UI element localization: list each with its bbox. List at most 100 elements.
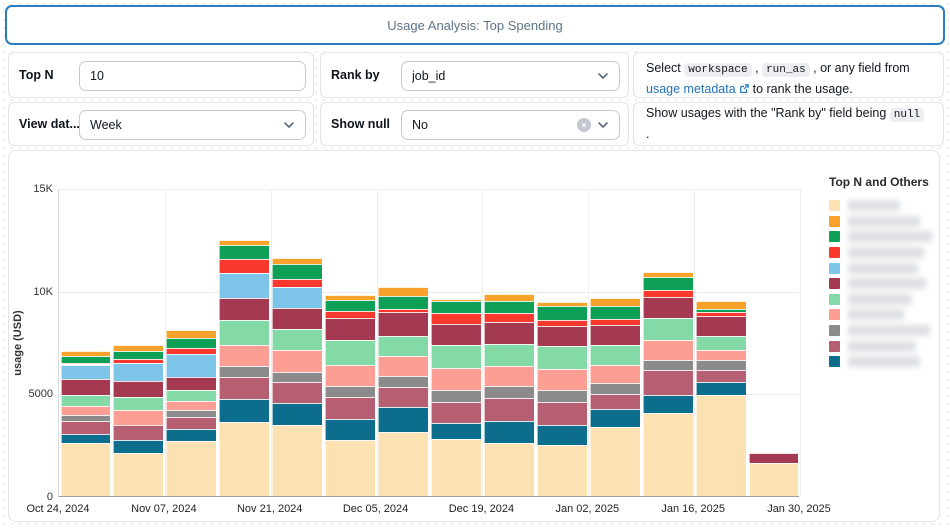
bar-segment-rose[interactable] xyxy=(60,420,111,434)
bar-segment-gray[interactable] xyxy=(60,415,111,421)
bar-segment-green[interactable] xyxy=(113,350,164,360)
bar-segment-orange[interactable] xyxy=(113,344,164,351)
bar-segment-orange[interactable] xyxy=(272,257,323,265)
bar-segment-mint[interactable] xyxy=(536,345,587,370)
bar-segment-salmon[interactable] xyxy=(483,365,534,386)
clear-icon[interactable]: × xyxy=(577,118,591,132)
bar-segment-salmon[interactable] xyxy=(378,356,428,377)
usage-metadata-link[interactable]: usage metadata xyxy=(646,82,736,96)
bar-segment-orange[interactable] xyxy=(219,240,270,245)
bar-segment-maroon[interactable] xyxy=(748,452,799,464)
bar-segment-red[interactable] xyxy=(695,312,746,316)
bar-segment-maroon[interactable] xyxy=(378,311,428,336)
bar-segment-orange[interactable] xyxy=(589,298,640,306)
bar-segment-orange[interactable] xyxy=(325,294,376,300)
bar-segment-green[interactable] xyxy=(325,299,376,311)
bar-segment-mint[interactable] xyxy=(642,317,693,340)
bar-segment-green[interactable] xyxy=(589,305,640,320)
bar-segment-salmon[interactable] xyxy=(113,409,164,426)
legend-item[interactable] xyxy=(829,338,937,354)
legend-item[interactable] xyxy=(829,354,937,370)
bar-segment-cream[interactable] xyxy=(272,424,323,496)
bar-segment-salmon[interactable] xyxy=(60,405,111,416)
view-data-select[interactable]: Week xyxy=(79,110,306,140)
bar-segment-teal[interactable] xyxy=(272,403,323,425)
bar-segment-green[interactable] xyxy=(60,355,111,364)
bar-segment-green[interactable] xyxy=(642,276,693,290)
legend-item[interactable] xyxy=(829,198,937,214)
bar-segment-rose[interactable] xyxy=(589,393,640,410)
bar-segment-gray[interactable] xyxy=(325,385,376,398)
bar-segment-red[interactable] xyxy=(219,258,270,273)
bar-segment-salmon[interactable] xyxy=(219,345,270,366)
bar-segment-cream[interactable] xyxy=(325,439,376,496)
legend-item[interactable] xyxy=(829,323,937,339)
legend-item[interactable] xyxy=(829,229,937,245)
bar-segment-rose[interactable] xyxy=(272,382,323,404)
bar-segment-blue[interactable] xyxy=(113,363,164,381)
bar-segment-rose[interactable] xyxy=(166,417,217,429)
bar-segment-rose[interactable] xyxy=(642,370,693,396)
bar-segment-maroon[interactable] xyxy=(166,376,217,390)
bar-segment-salmon[interactable] xyxy=(325,365,376,386)
bar-segment-maroon[interactable] xyxy=(113,380,164,397)
bar-segment-teal[interactable] xyxy=(536,424,587,445)
bar-segment-teal[interactable] xyxy=(483,421,534,444)
bar-segment-mint[interactable] xyxy=(113,396,164,410)
bar-segment-gray[interactable] xyxy=(483,385,534,399)
bar-segment-mint[interactable] xyxy=(695,336,746,350)
bar-segment-teal[interactable] xyxy=(695,381,746,396)
show-null-select[interactable]: No × xyxy=(401,110,620,140)
bar-segment-red[interactable] xyxy=(272,278,323,287)
bar-segment-maroon[interactable] xyxy=(431,324,481,345)
bar-segment-gray[interactable] xyxy=(589,382,640,394)
bar-segment-green[interactable] xyxy=(166,337,217,349)
bar-segment-teal[interactable] xyxy=(589,409,640,427)
bar-segment-teal[interactable] xyxy=(642,395,693,413)
bar-segment-red[interactable] xyxy=(113,359,164,364)
bar-segment-cream[interactable] xyxy=(113,452,164,496)
bar-segment-gray[interactable] xyxy=(219,365,270,377)
bar-segment-teal[interactable] xyxy=(325,419,376,440)
bar-segment-rose[interactable] xyxy=(219,376,270,400)
bar-segment-green[interactable] xyxy=(219,244,270,259)
legend-item[interactable] xyxy=(829,214,937,230)
bar-segment-green[interactable] xyxy=(483,300,534,313)
bar-segment-orange[interactable] xyxy=(695,300,746,309)
bar-segment-maroon[interactable] xyxy=(60,379,111,396)
bar-segment-rose[interactable] xyxy=(113,425,164,440)
bar-segment-mint[interactable] xyxy=(589,345,640,366)
bar-segment-gray[interactable] xyxy=(378,376,428,388)
bar-segment-orange[interactable] xyxy=(642,272,693,277)
bar-segment-salmon[interactable] xyxy=(642,339,693,360)
bar-segment-maroon[interactable] xyxy=(642,296,693,318)
bar-segment-salmon[interactable] xyxy=(589,365,640,383)
bar-segment-red[interactable] xyxy=(536,320,587,327)
bar-segment-cream[interactable] xyxy=(748,463,799,496)
bar-segment-rose[interactable] xyxy=(483,398,534,422)
bar-segment-maroon[interactable] xyxy=(695,315,746,337)
legend-item[interactable] xyxy=(829,276,937,292)
bar-segment-green[interactable] xyxy=(272,264,323,279)
bar-segment-orange[interactable] xyxy=(431,298,481,301)
bar-segment-maroon[interactable] xyxy=(483,322,534,344)
bar-segment-green[interactable] xyxy=(536,306,587,321)
bar-segment-gray[interactable] xyxy=(272,372,323,383)
bar-segment-cream[interactable] xyxy=(483,443,534,496)
bar-segment-teal[interactable] xyxy=(219,399,270,422)
bar-segment-cream[interactable] xyxy=(536,444,587,496)
bar-segment-gray[interactable] xyxy=(695,360,746,370)
bar-segment-red[interactable] xyxy=(325,310,376,318)
legend-item[interactable] xyxy=(829,245,937,261)
bar-segment-teal[interactable] xyxy=(378,407,428,432)
bar-segment-green[interactable] xyxy=(695,308,746,313)
bar-segment-salmon[interactable] xyxy=(536,369,587,390)
bar-segment-blue[interactable] xyxy=(166,353,217,377)
bar-segment-gray[interactable] xyxy=(642,359,693,371)
bar-segment-mint[interactable] xyxy=(60,395,111,406)
bar-segment-cream[interactable] xyxy=(642,412,693,496)
bar-segment-orange[interactable] xyxy=(166,329,217,338)
vertical-scrollbar[interactable] xyxy=(943,150,950,528)
bar-segment-cream[interactable] xyxy=(60,443,111,496)
bar-segment-teal[interactable] xyxy=(60,433,111,444)
